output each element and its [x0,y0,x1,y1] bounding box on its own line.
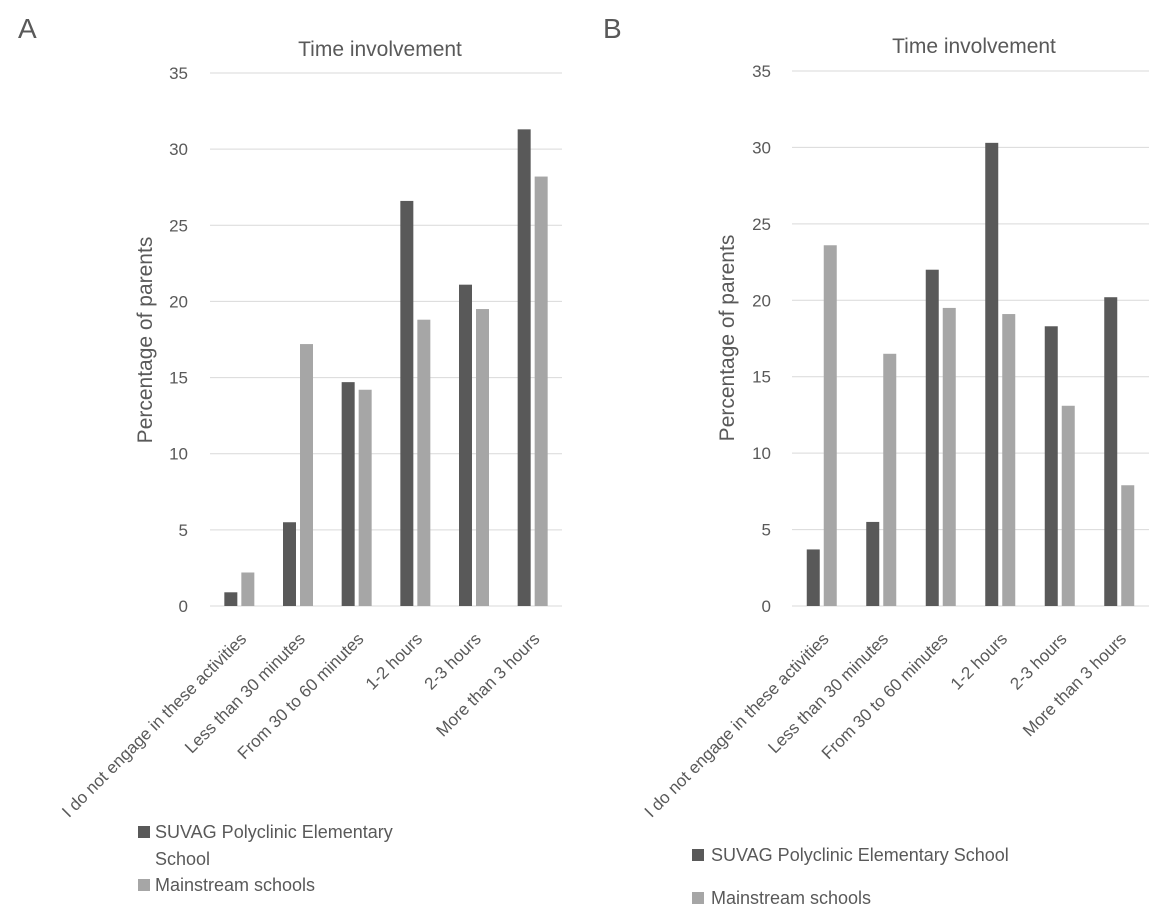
bar-b-mainstream-schools-from-30-to-60-minutes [942,307,956,606]
y-tick-label-b-35: 35 [752,62,771,81]
y-tick-label-a-20: 20 [169,292,188,311]
legend-swatch-suvag-b [692,849,704,861]
y-tick-label-a-0: 0 [179,597,188,616]
x-category-label-a-1-2-hours: 1-2 hours [362,629,426,693]
bar-b-suvag-polyclinic-elementary-school-1-2-hours [985,142,999,607]
chart-title-b: Time involvement [892,35,1056,58]
legend-label-mainstream-a: Mainstream schools [155,875,315,895]
legend-item-suvag-a: SUVAG Polyclinic Elementary School [138,822,393,869]
bar-b-suvag-polyclinic-elementary-school-2-3-hours [1044,326,1058,606]
legend-label-suvag-b: SUVAG Polyclinic Elementary School [711,845,1009,865]
bar-a-suvag-polyclinic-elementary-school-from-30-to-60-minutes [341,382,355,606]
bar-b-suvag-polyclinic-elementary-school-less-than-30-minutes [866,521,880,606]
bar-a-suvag-polyclinic-elementary-school-less-than-30-minutes [283,522,296,606]
legend-label-suvag-a-line2: School [155,849,210,869]
y-tick-label-a-15: 15 [169,369,188,388]
bar-a-suvag-polyclinic-elementary-school-i-do-not-engage-in-these-activities [224,592,238,606]
y-tick-label-b-25: 25 [752,215,771,234]
x-categories-a: I do not engage in these activitiesLess … [58,629,543,821]
bar-a-mainstream-schools-i-do-not-engage-in-these-activities [241,572,255,606]
legend-item-mainstream-b: Mainstream schools [692,888,871,907]
bar-a-mainstream-schools-from-30-to-60-minutes [358,389,372,606]
gridlines-b [792,70,1149,607]
bar-b-mainstream-schools-less-than-30-minutes [883,353,897,606]
y-tick-label-a-10: 10 [169,445,188,464]
legend-b: SUVAG Polyclinic Elementary School Mains… [692,845,1009,907]
y-tick-label-a-25: 25 [169,216,188,235]
x-category-label-b-more-than-3-hours: More than 3 hours [1019,629,1130,740]
panel-letter-b: B [603,13,622,44]
y-tick-label-b-15: 15 [752,368,771,387]
bar-a-mainstream-schools-more-than-3-hours [534,176,548,606]
bar-a-suvag-polyclinic-elementary-school-2-3-hours [459,284,472,606]
bars-a [224,129,548,607]
bar-a-suvag-polyclinic-elementary-school-more-than-3-hours [517,129,531,607]
bar-a-suvag-polyclinic-elementary-school-1-2-hours [400,200,414,607]
legend-label-suvag-a-line1: SUVAG Polyclinic Elementary [155,822,393,842]
bars-b [806,142,1135,607]
y-tick-label-b-10: 10 [752,444,771,463]
chart-panel-a: A Time involvement Percentage of parents… [18,13,562,895]
y-axis-title-a: Percentage of parents [134,237,157,444]
y-tick-label-a-5: 5 [179,521,188,540]
bar-a-mainstream-schools-1-2-hours [417,319,431,606]
bar-b-suvag-polyclinic-elementary-school-from-30-to-60-minutes [925,269,939,606]
legend-swatch-mainstream-b [692,892,704,904]
legend-label-mainstream-b: Mainstream schools [711,888,871,907]
y-tick-label-b-5: 5 [762,521,771,540]
legend-a: SUVAG Polyclinic Elementary School Mains… [138,822,393,895]
gridlines-a [210,72,562,607]
y-tick-label-b-0: 0 [762,597,771,616]
chart-title-a: Time involvement [298,38,462,61]
y-tick-label-a-35: 35 [169,64,188,83]
panel-letter-a: A [18,13,37,44]
y-tick-label-b-30: 30 [752,138,771,157]
legend-item-mainstream-a: Mainstream schools [138,875,315,895]
y-tick-label-a-30: 30 [169,140,188,159]
bar-a-mainstream-schools-2-3-hours [476,309,489,606]
x-category-label-b-1-2-hours: 1-2 hours [947,629,1011,693]
bar-b-mainstream-schools-more-than-3-hours [1121,485,1135,606]
chart-panel-b: B Time involvement Percentage of parents… [603,13,1149,907]
bar-b-mainstream-schools-2-3-hours [1061,405,1075,606]
y-ticks-a: 0 5 10 15 20 25 30 35 [169,64,188,616]
legend-swatch-mainstream-a [138,879,150,891]
bar-a-mainstream-schools-less-than-30-minutes [300,344,313,606]
y-ticks-b: 0 5 10 15 20 25 30 35 [752,62,771,616]
legend-swatch-suvag-a [138,826,150,838]
y-tick-label-b-20: 20 [752,291,771,310]
legend-item-suvag-b: SUVAG Polyclinic Elementary School [692,845,1009,865]
bar-b-mainstream-schools-1-2-hours [1002,314,1016,606]
bar-b-suvag-polyclinic-elementary-school-i-do-not-engage-in-these-activities [806,549,820,606]
x-categories-b: I do not engage in these activitiesLess … [641,629,1130,821]
x-category-label-a-more-than-3-hours: More than 3 hours [433,629,544,740]
bar-b-mainstream-schools-i-do-not-engage-in-these-activities [823,245,837,606]
y-axis-title-b: Percentage of parents [716,235,739,442]
bar-b-suvag-polyclinic-elementary-school-more-than-3-hours [1104,297,1118,606]
